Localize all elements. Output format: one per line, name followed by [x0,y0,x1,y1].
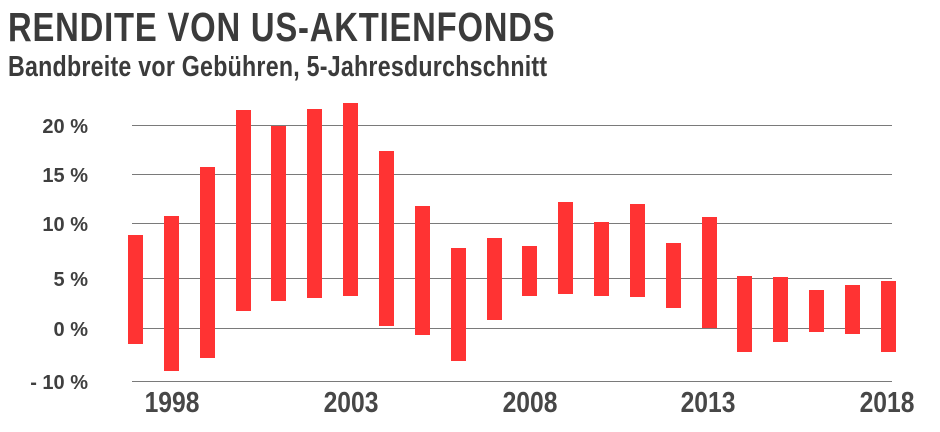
range-bar-2015 [773,277,788,343]
range-bar-2000 [236,109,251,311]
gridline [132,328,892,329]
range-bar-2009 [558,202,573,295]
gridline [132,278,892,279]
gridline [132,174,892,175]
range-bar-2006 [451,247,466,362]
y-tick-label: 5 % [53,269,88,291]
range-bar-2003 [343,102,358,296]
range-bar-1998 [164,216,179,371]
range-bar-2004 [379,151,394,326]
x-tick-label: 1998 [144,387,200,419]
x-tick-label: 2013 [680,387,736,419]
range-bar-1999 [200,166,215,359]
gridline [132,125,892,126]
range-bar-2014 [737,276,752,353]
range-bar-2001 [271,126,286,301]
y-tick-label: 0 % [53,319,88,341]
range-bar-2008 [522,245,537,296]
range-bar-2016 [809,290,824,333]
y-tick-label: 20 % [42,116,88,138]
y-tick-label: 10 % [42,214,88,236]
x-tick-label: 2018 [859,387,915,419]
range-bar-2010 [594,222,609,296]
chart-subtitle: Bandbreite vor Gebühren, 5-Jahresdurchsc… [8,51,548,83]
chart-title: RENDITE VON US-AKTIENFONDS [8,4,556,50]
gridline [132,381,892,382]
range-bar-2013 [702,217,717,328]
range-bar-2007 [487,237,502,320]
x-tick-label: 2003 [323,387,379,419]
range-bar-2011 [630,204,645,297]
y-tick-label: - 10 % [30,372,88,394]
range-bar-2005 [415,206,430,336]
x-tick-label: 2008 [502,387,558,419]
range-bar-2017 [845,285,860,335]
y-tick-label: 15 % [42,165,88,187]
range-bar-1997 [128,234,143,345]
gridline [132,223,892,224]
range-bar-2012 [666,242,681,308]
range-bar-2002 [307,108,322,298]
range-bar-2018 [881,281,896,353]
